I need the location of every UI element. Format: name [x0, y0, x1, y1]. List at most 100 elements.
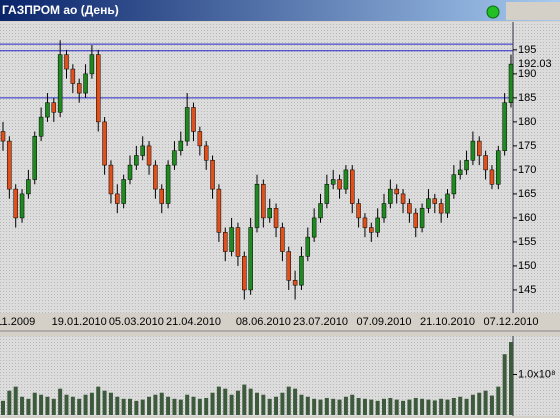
candle-body — [121, 179, 126, 204]
volume-bar — [489, 395, 494, 415]
candle-body — [496, 150, 501, 185]
candle-body — [146, 145, 152, 166]
x-tick-label: 07.09.2010 — [356, 316, 411, 328]
candle-body — [127, 164, 133, 180]
volume-bar — [102, 390, 107, 415]
candle-body — [311, 217, 317, 238]
y-tick-label: 1.0x10⁸ — [518, 368, 556, 380]
volume-bar — [470, 394, 475, 415]
volume-bar — [178, 399, 183, 415]
volume-bar — [32, 392, 37, 415]
volume-bar — [166, 396, 171, 415]
volume-bar — [432, 400, 437, 415]
volume-bar — [7, 390, 12, 415]
candle-body — [407, 203, 412, 214]
volume-bar — [197, 398, 202, 415]
volume-bar — [147, 396, 152, 415]
candle-body — [235, 227, 241, 257]
candle-body — [223, 232, 228, 252]
volume-bar — [502, 354, 507, 415]
candle-body — [159, 188, 164, 204]
volume-bar — [261, 394, 266, 415]
volume-axis — [513, 336, 560, 416]
candle-body — [464, 160, 469, 171]
volume-bar — [20, 396, 25, 415]
candle-body — [350, 169, 355, 204]
candle-body — [197, 131, 203, 147]
volume-bar — [451, 397, 456, 415]
candle-body — [324, 184, 330, 204]
candle-body — [305, 236, 311, 257]
volume-bar — [51, 398, 56, 415]
candle-body — [337, 179, 342, 190]
candle-body — [165, 164, 171, 204]
volume-bar — [134, 400, 139, 415]
candle-body — [242, 256, 247, 291]
volume-bar — [64, 394, 69, 415]
volume-bar — [210, 392, 215, 415]
volume-bar — [172, 398, 177, 415]
volume-bar — [26, 398, 31, 415]
x-tick-label: 11.2009 — [0, 316, 35, 328]
candle-body — [51, 102, 57, 113]
candle-body — [369, 227, 374, 233]
last-price-label: 192.03 — [518, 58, 552, 70]
title-bar — [0, 0, 560, 21]
candle-body — [426, 198, 431, 209]
volume-bar — [477, 392, 482, 415]
candle-body — [115, 193, 120, 204]
volume-bar — [293, 388, 298, 415]
volume-bar — [407, 399, 412, 415]
volume-bar — [153, 394, 158, 415]
candle-body — [502, 102, 507, 151]
volume-bar — [58, 388, 63, 415]
volume-bar — [286, 386, 291, 415]
candle-body — [184, 107, 190, 142]
volume-bar — [140, 399, 145, 415]
candle-body — [38, 116, 44, 137]
candle-body — [76, 83, 82, 94]
volume-bar — [331, 398, 336, 415]
window-buttons[interactable] — [506, 2, 560, 20]
x-tick-label: 07.12.2010 — [483, 316, 538, 328]
volume-bar — [229, 394, 234, 415]
volume-bar — [115, 396, 120, 415]
volume-bar — [70, 396, 75, 415]
candle-body — [96, 54, 101, 123]
candle-body — [457, 169, 463, 175]
candle-body — [26, 179, 31, 195]
volume-bar — [191, 396, 196, 415]
volume-bar — [445, 399, 450, 415]
candle-body — [134, 155, 139, 166]
status-icon[interactable] — [486, 5, 500, 19]
volume-bar — [108, 392, 113, 415]
y-tick-label: 175 — [518, 140, 536, 152]
y-tick-label: 155 — [518, 236, 536, 248]
volume-bar — [394, 399, 399, 415]
volume-bar — [235, 390, 240, 415]
volume-bar — [318, 399, 323, 415]
candle-body — [330, 179, 336, 185]
candle-body — [32, 136, 37, 180]
volume-bar — [401, 400, 406, 415]
candle-body — [413, 212, 418, 228]
y-tick-label: 160 — [518, 212, 536, 224]
candle-body — [108, 164, 114, 195]
volume-bar — [45, 396, 50, 415]
candle-body — [362, 217, 368, 228]
y-tick-label: 145 — [518, 284, 536, 296]
candle-body — [216, 188, 222, 233]
volume-bar — [388, 397, 393, 415]
volume-bar — [128, 398, 132, 415]
volume-bar — [39, 394, 44, 415]
candle-body — [248, 227, 253, 291]
volume-bar — [464, 398, 469, 415]
candle-body — [318, 203, 323, 219]
volume-bar — [426, 399, 431, 415]
volume-bar — [204, 397, 209, 415]
candle-body — [419, 208, 425, 228]
candle-body — [172, 150, 177, 166]
x-tick-label: 19.01.2010 — [52, 316, 107, 328]
candle-body — [483, 155, 488, 171]
candle-body — [508, 63, 514, 103]
